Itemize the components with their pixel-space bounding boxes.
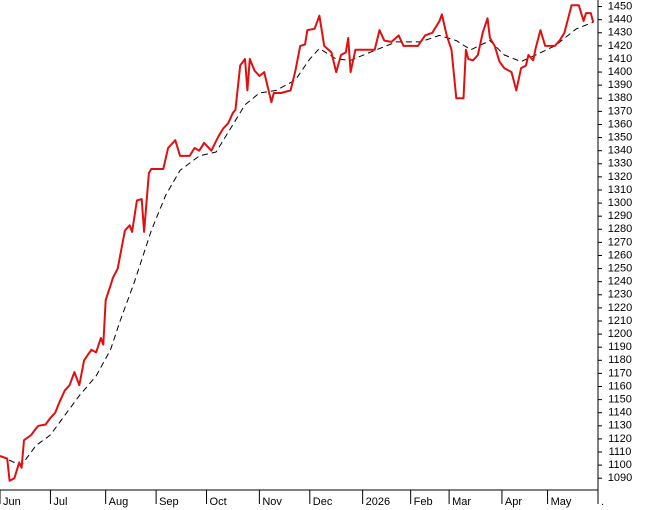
y-tick-label: 1370 [608,105,632,117]
x-tick-label: . [601,496,604,508]
x-tick-label: 2026 [366,496,390,508]
y-tick-label: 1350 [608,131,632,143]
y-tick-label: 1320 [608,171,632,183]
y-tick-label: 1430 [608,27,632,39]
y-tick-label: 1390 [608,79,632,91]
y-tick-label: 1400 [608,66,632,78]
y-tick-label: 1240 [608,276,632,288]
y-tick-label: 1330 [608,158,632,170]
y-tick-label: 1190 [608,341,632,353]
x-tick-label: Apr [505,496,522,508]
x-tick-label: Sep [159,496,179,508]
x-tick-label: Dec [313,496,333,508]
y-tick-label: 1170 [608,367,632,379]
x-tick-label: Jun [3,496,21,508]
y-tick-label: 1260 [608,249,632,261]
series-line [0,4,595,482]
y-tick-label: 1360 [608,118,632,130]
y-tick-label: 1440 [608,14,632,26]
y-tick-label: 1120 [608,433,632,445]
y-tick-label: 1270 [608,236,632,248]
y-tick-label: 1130 [608,420,632,432]
x-tick-label: Mar [452,496,471,508]
y-tick-label: 1340 [608,145,632,157]
x-tick-label: Jul [53,496,67,508]
y-tick-label: 1150 [608,394,632,406]
y-tick-label: 1420 [608,40,632,52]
y-tick-label: 1180 [608,354,632,366]
x-tick-label: Oct [210,496,227,508]
y-tick-label: 1140 [608,407,632,419]
x-tick-label: Nov [262,496,282,508]
y-tick-label: 1380 [608,92,632,104]
y-tick-label: 1200 [608,328,632,340]
y-tick-label: 1300 [608,197,632,209]
y-tick-label: 1230 [608,289,632,301]
y-tick-label: 1110 [609,446,632,458]
y-tick-label: 1450 [608,0,632,12]
y-tick-label: 1160 [608,380,632,392]
y-tick-label: 1250 [608,262,632,274]
y-tick-label: 1310 [608,184,632,196]
x-tick-label: Aug [109,496,129,508]
y-tick-label: 1290 [608,210,632,222]
series-line [0,21,594,466]
y-tick-label: 1280 [608,223,632,235]
y-tick-label: 1210 [608,315,632,327]
y-tick-label: 1090 [608,472,632,484]
y-tick-label: 1410 [608,53,632,65]
y-tick-label: 1220 [608,302,632,314]
y-tick-label: 1100 [608,459,632,471]
x-tick-label: May [551,496,572,508]
x-tick-label: Feb [414,496,433,508]
